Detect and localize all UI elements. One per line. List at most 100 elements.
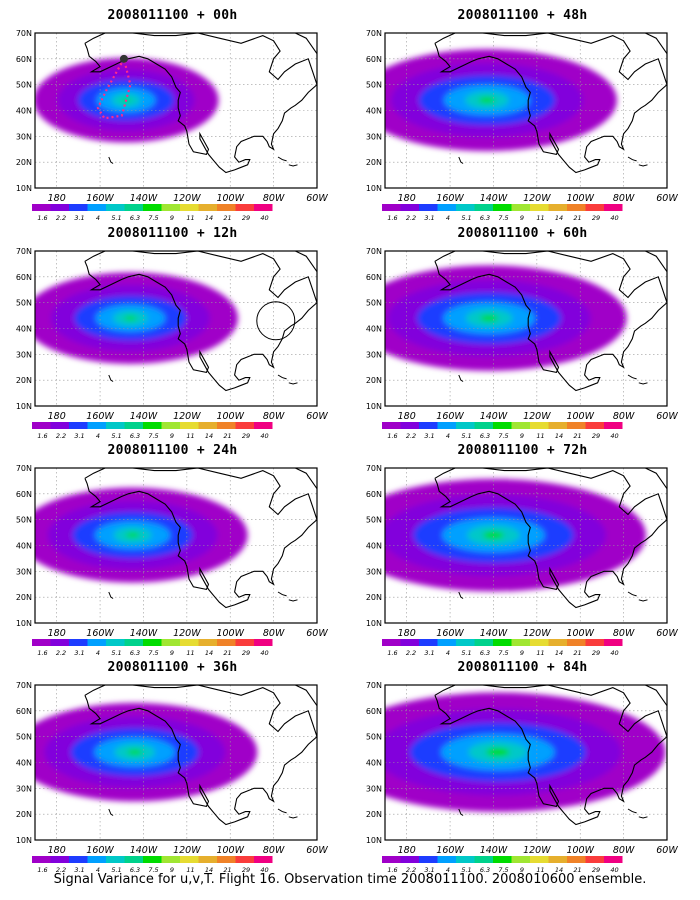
gridlines [35,251,317,406]
variance-field [385,692,666,812]
map-plot: 70N 60N 50N 40N 30N 20N 10N 180 160W 140W 120W 100W… [366,681,679,874]
colorbar-swatch [217,856,236,863]
colorbar: 1.6 2.2 3.1 4 5.1 6.3 7.5 9 11 14 21 29 40 [382,856,623,874]
colorbar-swatch [198,856,217,863]
colorbar-label: 9 [170,649,174,657]
colorbar-swatch [548,856,567,863]
lon-label: 60W [306,193,328,204]
colorbar-label: 2.2 [56,649,66,657]
colorbar-label: 6.3 [480,432,490,440]
colorbar-swatch [143,422,162,429]
lon-label: 140W [130,628,158,639]
colorbar-swatch [511,639,530,646]
colorbar-swatch [32,204,51,211]
lat-label: 50N [366,81,382,90]
colorbar-label: 29 [592,432,600,440]
lon-label: 140W [480,845,508,856]
lat-label: 50N [366,516,382,525]
lon-label: 100W [566,193,594,204]
colorbar: 1.6 2.2 3.1 4 5.1 6.3 7.5 9 11 14 21 29 40 [32,422,273,440]
colorbar-swatch [217,639,236,646]
colorbar-swatch [50,856,69,863]
lon-label: 100W [566,411,594,422]
colorbar-swatch [400,204,419,211]
colorbar-label: 5.1 [461,214,471,222]
colorbar-label: 7.5 [148,866,158,874]
lat-label: 60N [16,707,32,716]
colorbar-label: 40 [260,214,268,222]
colorbar-label: 3.1 [424,866,434,874]
lon-label: 60W [656,628,678,639]
lat-label: 60N [366,490,382,499]
colorbar-swatch [456,639,475,646]
lon-label: 160W [86,845,114,856]
colorbar-label: 9 [170,866,174,874]
colorbar-label: 2.2 [406,432,416,440]
colorbar-swatch [604,639,623,646]
colorbar-swatch [69,204,88,211]
lon-label: 120W [173,193,201,204]
colorbar-swatch [604,422,623,429]
map-frame [384,32,668,189]
colorbar-label: 1.6 [37,866,47,874]
colorbar-label: 6.3 [130,432,140,440]
colorbar-label: 11 [186,214,194,222]
colorbar-swatch [254,204,273,211]
panel-title: 2008011100 + 84h [457,660,588,675]
lat-label: 40N [16,759,32,768]
colorbar-swatch [124,639,143,646]
colorbar-swatch [217,204,236,211]
colorbar-swatch [235,422,254,429]
colorbar-label: 21 [223,649,231,657]
colorbar-label: 2.2 [406,649,416,657]
colorbar-label: 40 [260,866,268,874]
colorbar-label: 21 [573,432,581,440]
lon-label: 160W [436,628,464,639]
gridlines [35,33,317,188]
colorbar-label: 29 [242,866,250,874]
colorbar-swatch [382,422,401,429]
colorbar-label: 7.5 [498,214,508,222]
colorbar-swatch [474,204,493,211]
map-frame [384,684,668,841]
colorbar-swatch [456,422,475,429]
colorbar-label: 9 [520,214,524,222]
lat-label: 40N [366,325,382,334]
lat-label: 60N [16,273,32,282]
lon-label: 160W [86,193,114,204]
colorbar-label: 11 [186,649,194,657]
colorbar-label: 29 [592,649,600,657]
lon-label: 100W [216,411,244,422]
colorbar-swatch [106,422,125,429]
colorbar-swatch [235,204,254,211]
lon-label: 140W [130,193,158,204]
colorbar-swatch [235,856,254,863]
map-frame [34,467,318,624]
variance-field [35,487,248,583]
flight-track [96,58,132,120]
panel-72h: 2008011100 + 72h 70N 60N 50N 40N 30N 20N 10N 18… [355,443,690,658]
lat-label: 40N [16,542,32,551]
colorbar-swatch [161,639,180,646]
colorbar-swatch [437,639,456,646]
colorbar-swatch [493,422,512,429]
colorbar-label: 5.1 [111,649,121,657]
colorbar-label: 1.6 [37,214,47,222]
lat-label: 20N [366,376,382,385]
panel-48h: 2008011100 + 48h 70N 60N 50N 40N 30N 20N 10N 18… [355,8,690,223]
lon-label: 100W [216,628,244,639]
colorbar-label: 9 [520,866,524,874]
variance-field [35,272,238,364]
lon-label: 180 [398,193,416,204]
lat-label: 70N [366,29,382,38]
colorbar-swatch [419,639,438,646]
colorbar-swatch [180,639,199,646]
colorbar-label: 7.5 [148,432,158,440]
colorbar-label: 4 [446,432,450,440]
colorbar-label: 14 [555,214,563,222]
panel-24h: 2008011100 + 24h 70N 60N 50N 40N 30N 20N 10N 18… [5,443,340,658]
colorbar-swatch [50,639,69,646]
lon-label: 60W [306,845,328,856]
colorbar-label: 40 [610,432,618,440]
colorbar-label: 1.6 [387,432,397,440]
